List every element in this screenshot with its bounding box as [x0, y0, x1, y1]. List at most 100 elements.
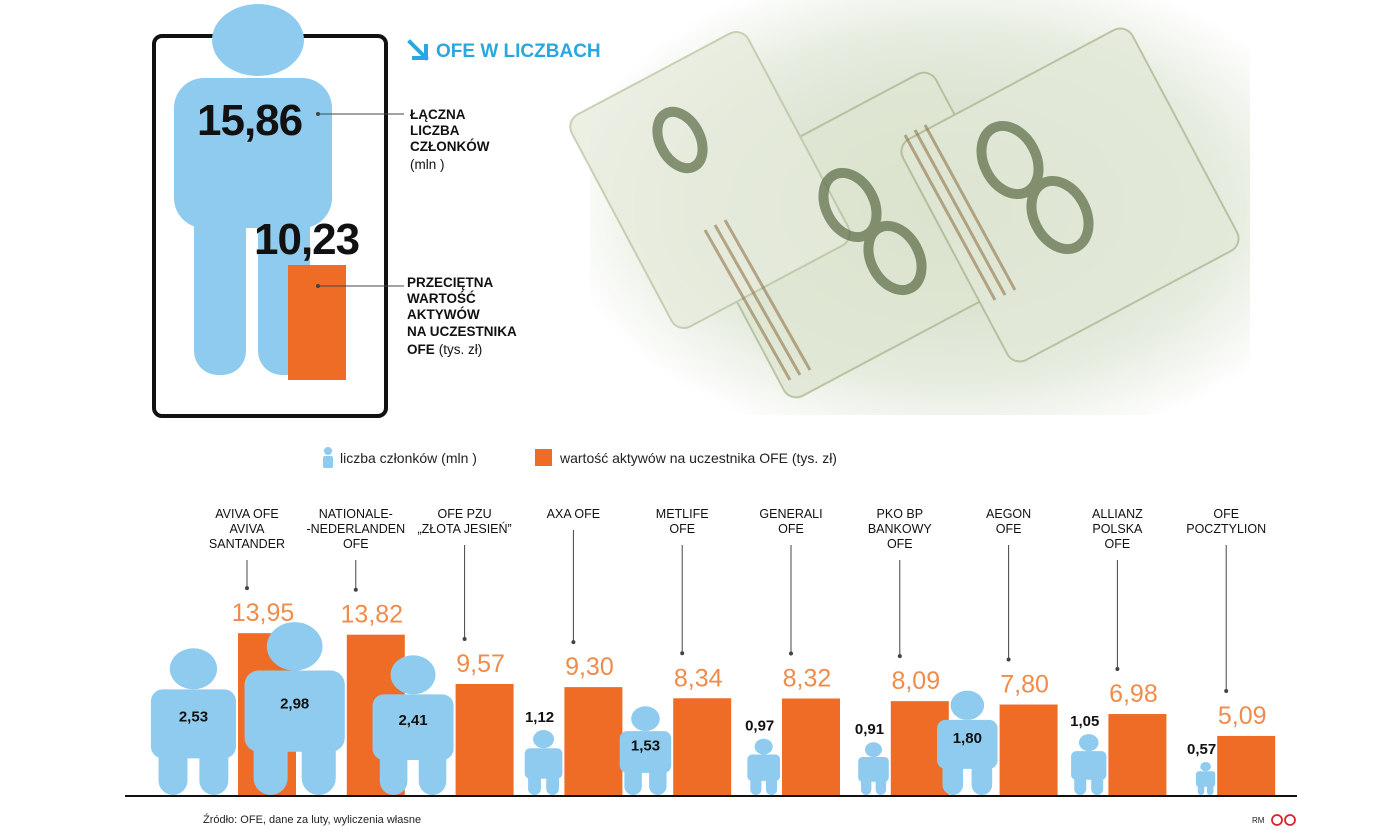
- category-label-line: SANTANDER: [209, 537, 285, 551]
- category-leader-dot: [353, 587, 358, 592]
- person-leg: [528, 770, 541, 795]
- avg-assets-label-5: OFE (tys. zł): [407, 342, 482, 357]
- member-person-icon: [858, 742, 889, 795]
- category-label-line: AVIVA OFE: [215, 507, 278, 521]
- category-label: PKO BP BANKOWY OFE: [868, 507, 933, 551]
- fund-group: 2,53 13,95 AVIVA OFE AVIVA SANTANDER: [150, 507, 296, 795]
- members-value-label: 0,97: [745, 718, 774, 735]
- category-label-line: OFE: [1105, 537, 1131, 551]
- category-label-line: OFE: [669, 522, 695, 536]
- category-label-line: ALLIANZ: [1092, 507, 1143, 521]
- avg-assets-label-2: WARTOŚĆ: [407, 291, 476, 306]
- avg-assets-value: 10,23: [254, 215, 359, 264]
- chart-title: OFE W LICZBACH: [436, 41, 601, 62]
- total-members-label-2: LICZBA: [410, 123, 460, 138]
- person-leg: [1197, 782, 1205, 795]
- category-label-line: OFE: [343, 537, 369, 551]
- person-leg: [1091, 772, 1104, 795]
- summary-box: 15,86 10,23: [152, 4, 404, 418]
- category-label: NATIONALE--NEDERLANDEN OFE: [306, 507, 405, 551]
- title-block: OFE W LICZBACH: [407, 39, 601, 62]
- category-leader-dot: [1224, 688, 1229, 693]
- member-person-icon: [1071, 734, 1107, 795]
- person-leg: [253, 731, 288, 795]
- copyright-logo: [1271, 814, 1296, 826]
- category-label: GENERALI OFE: [759, 507, 822, 536]
- arrow-down-right-icon: [407, 39, 429, 61]
- category-label-line: AXA OFE: [547, 507, 601, 521]
- total-members-label-1: ŁĄCZNA: [410, 107, 466, 122]
- avg-assets-label-3: AKTYWÓW: [407, 307, 480, 322]
- legend-assets-label: wartość aktywów na uczestnika OFE (tys. …: [559, 450, 837, 466]
- avg-assets-label-ofe: OFE: [407, 342, 435, 357]
- members-value-label: 2,98: [280, 696, 309, 713]
- category-leader-dot: [1115, 667, 1120, 672]
- members-value-label: 1,12: [525, 709, 554, 726]
- assets-value-label: 8,34: [674, 664, 723, 692]
- assets-bar: [455, 683, 514, 795]
- fund-group: 1,80 7,80 AEGON OFE: [937, 507, 1058, 795]
- fund-group: 1,12 9,30 AXA OFE: [524, 507, 623, 795]
- legend-members-label: liczba członków (mln ): [340, 450, 477, 466]
- members-value-label: 0,91: [855, 721, 884, 738]
- member-person-icon: [747, 738, 780, 795]
- members-value-label: 2,53: [179, 709, 208, 726]
- member-person-icon: [1196, 761, 1216, 795]
- bar-chart: 2,53 13,95 AVIVA OFE AVIVA SANTANDER 2,98 13,8…: [150, 507, 1276, 795]
- legend: liczba członków (mln ) wartość aktywów n…: [323, 447, 837, 468]
- legend-assets-swatch: [535, 449, 552, 466]
- assets-value-label: 13,95: [232, 599, 295, 627]
- person-leg: [301, 731, 336, 795]
- avg-assets-bar: [288, 265, 346, 380]
- category-label-line: METLIFE: [656, 507, 709, 521]
- members-leader-dot: [316, 112, 320, 116]
- category-leader-dot: [245, 586, 249, 591]
- member-person-icon: [372, 655, 454, 795]
- person-leg: [765, 774, 778, 795]
- assets-bar: [1217, 735, 1276, 795]
- category-label-line: POLSKA: [1092, 522, 1143, 536]
- source-note: Źródło: OFE, dane za luty, wyliczenia wł…: [203, 813, 421, 826]
- category-label: OFE PZU „ZŁOTA JESIEŃ”: [417, 507, 511, 536]
- category-label: AEGON OFE: [986, 507, 1031, 536]
- category-label-line: OFE PZU: [438, 507, 492, 521]
- assets-bar: [999, 704, 1058, 795]
- category-label-line: OFE: [778, 522, 804, 536]
- fund-group: 1,05 6,98 ALLIANZ POLSKA OFE: [1070, 507, 1167, 795]
- member-person-icon: [619, 706, 672, 795]
- person-head: [1078, 734, 1099, 752]
- total-members-label-3: CZŁONKÓW: [410, 139, 490, 154]
- avg-assets-label-1: PRZECIĘTNA: [407, 275, 494, 290]
- category-leader-dot: [897, 654, 902, 659]
- category-label-line: „ZŁOTA JESIEŃ”: [417, 521, 511, 536]
- assets-value-label: 13,82: [341, 601, 404, 629]
- person-head: [1200, 761, 1211, 772]
- assets-value-label: 6,98: [1109, 680, 1158, 708]
- member-person-icon: [150, 648, 236, 795]
- assets-value-label: 8,09: [891, 667, 940, 695]
- category-label-line: POCZTYLION: [1186, 522, 1266, 536]
- category-leader-dot: [680, 651, 685, 656]
- person-head: [950, 690, 985, 720]
- person-leg: [942, 756, 964, 795]
- person-leg: [546, 770, 560, 795]
- total-members-value: 15,86: [197, 96, 302, 145]
- category-label-line: OFE: [887, 537, 913, 551]
- person-head: [864, 742, 882, 757]
- assets-bar: [673, 698, 732, 795]
- assets-bar: [564, 687, 623, 795]
- author-initials: RM: [1252, 816, 1265, 825]
- assets-bar: [782, 698, 840, 795]
- person-head: [754, 738, 773, 755]
- person-leg: [750, 774, 762, 795]
- fund-group: 0,91 8,09 PKO BP BANKOWY OFE: [855, 507, 949, 795]
- avg-assets-label-4: NA UCZESTNIKA: [407, 324, 517, 339]
- category-label: AVIVA OFE AVIVA SANTANDER: [209, 507, 285, 551]
- legend-person-icon: [323, 447, 333, 468]
- avg-assets-unit: (tys. zł): [439, 342, 483, 357]
- banknotes-photo: [569, 0, 1250, 415]
- person-leg: [860, 775, 872, 795]
- category-leader-dot: [571, 640, 576, 645]
- category-label-line: -NEDERLANDEN: [306, 522, 405, 536]
- category-leader-dot: [789, 651, 793, 656]
